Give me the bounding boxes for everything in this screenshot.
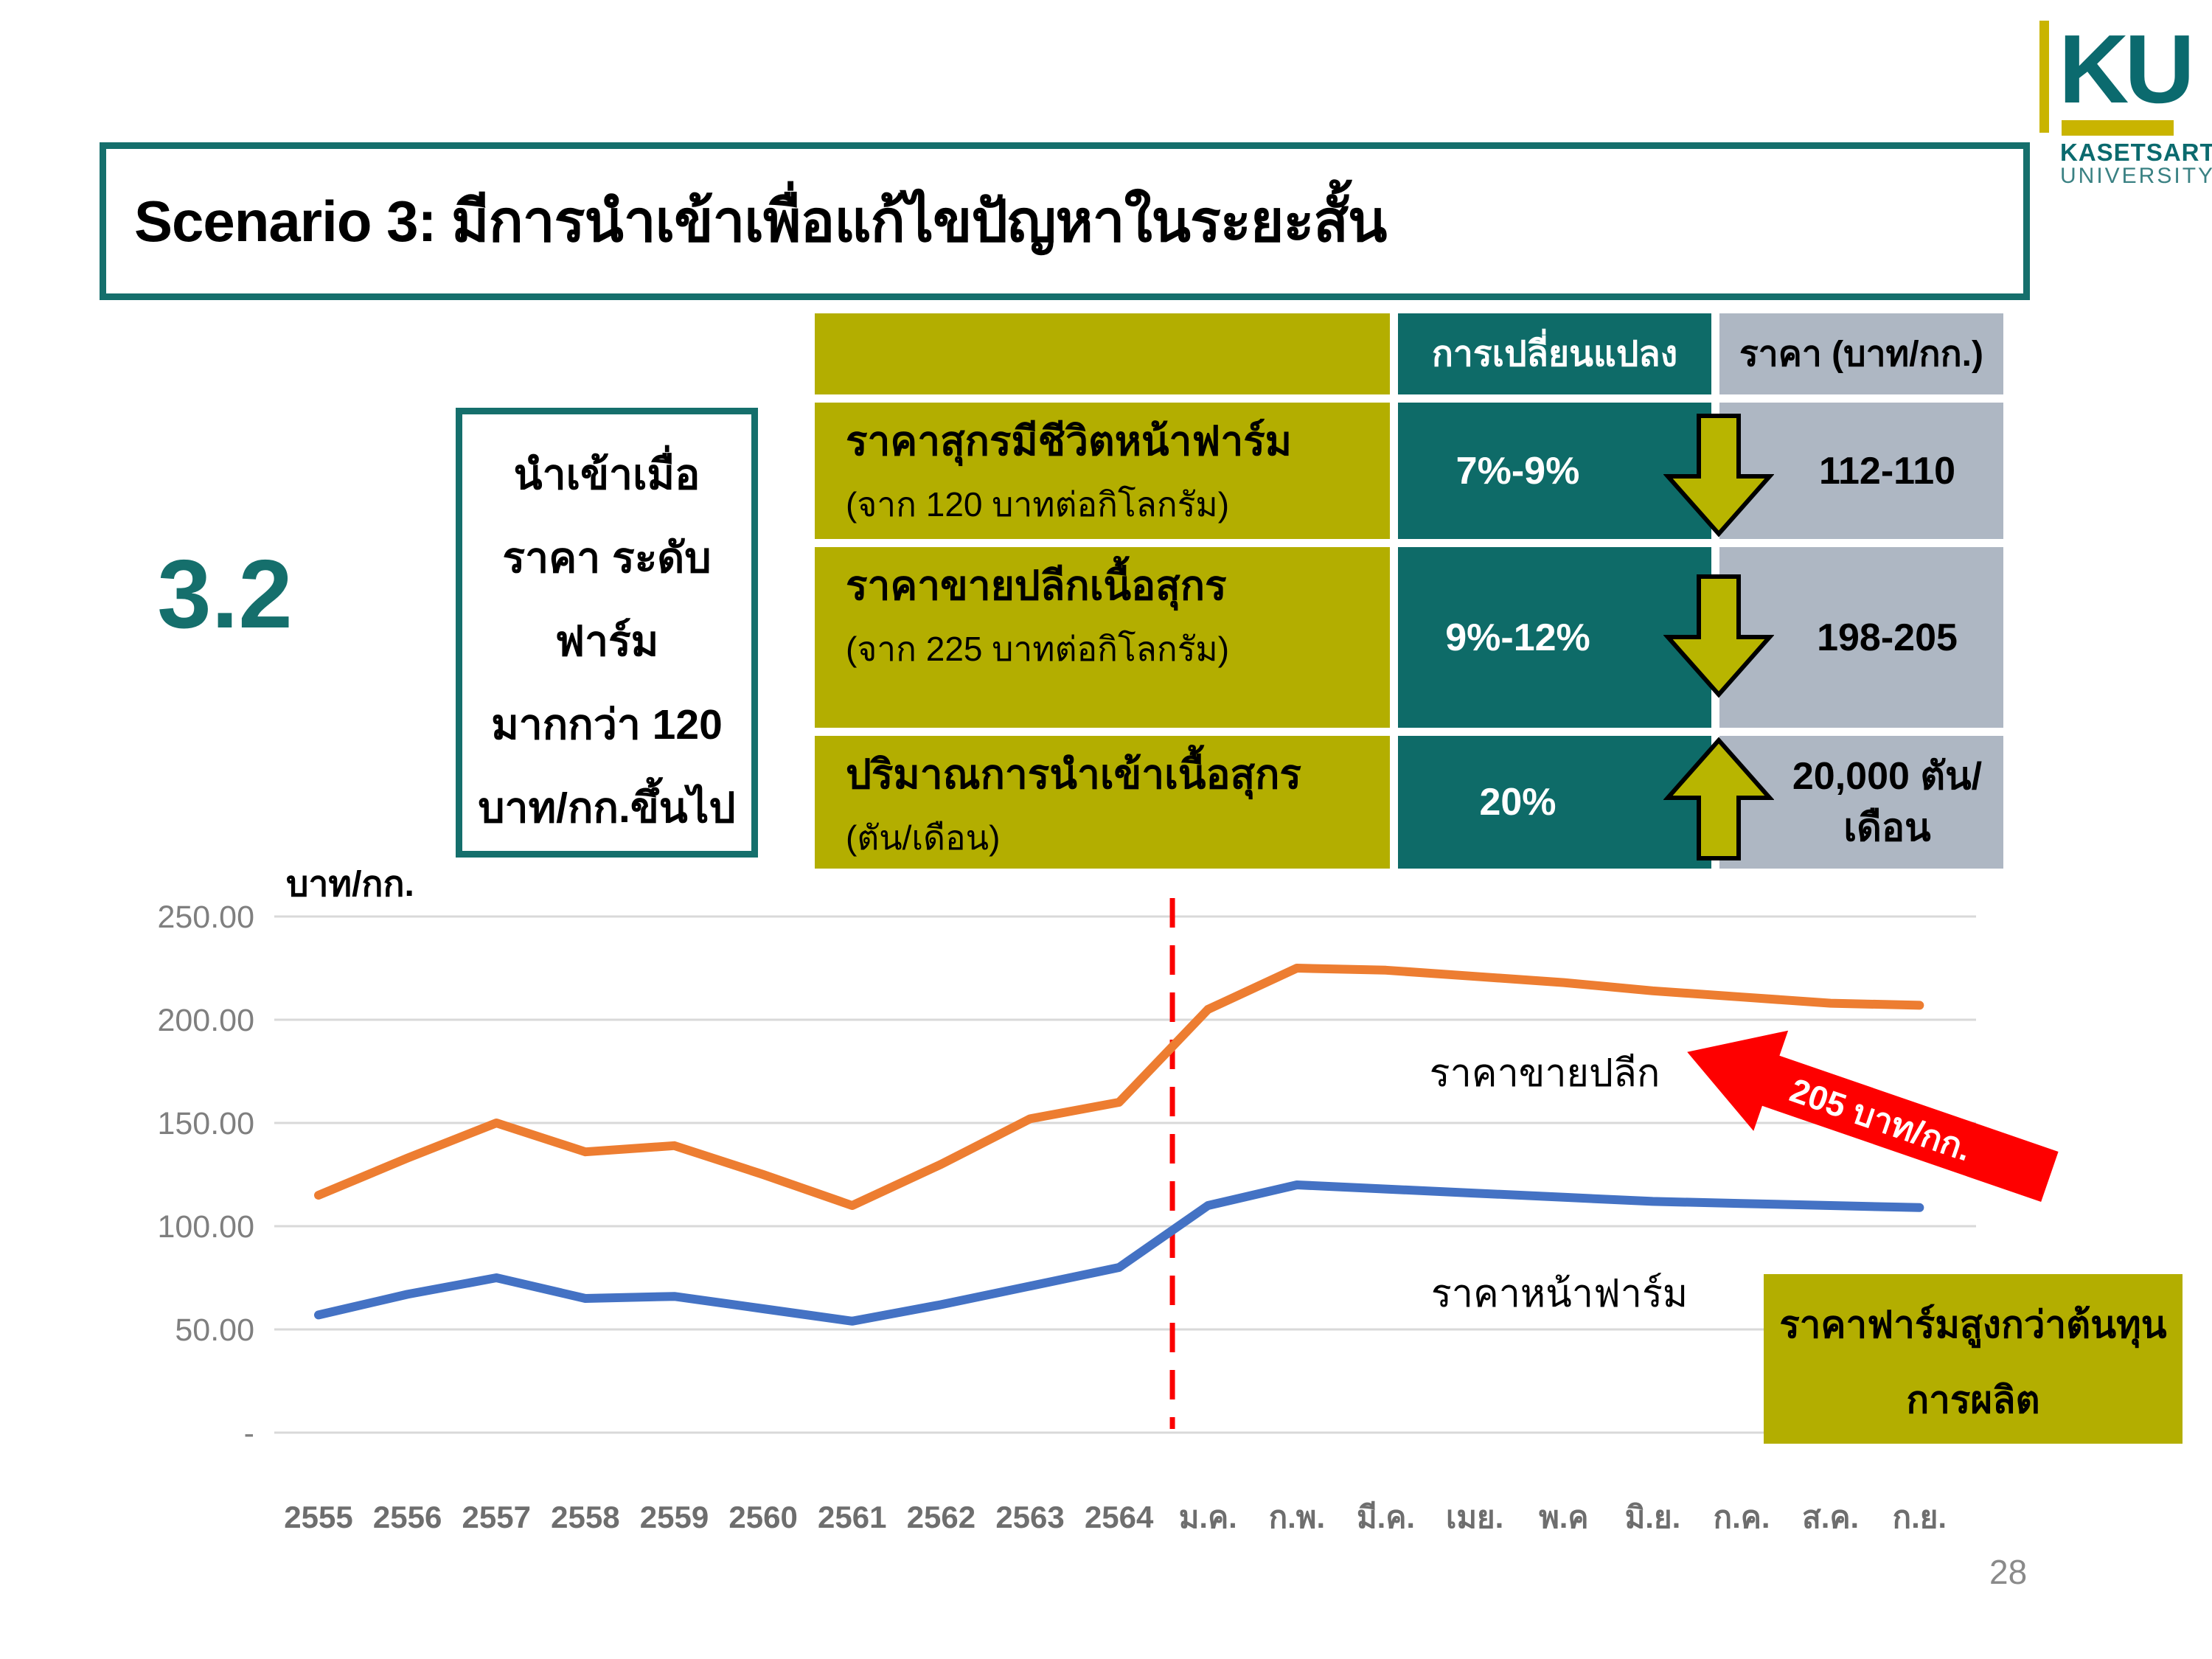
y-axis-tick-label: 200.00 — [157, 1003, 254, 1038]
y-axis-tick-label: 50.00 — [175, 1312, 254, 1348]
table-row-change: 9%-12% — [1398, 547, 1711, 728]
x-axis-tick-label: 2563 — [995, 1500, 1064, 1534]
x-axis-tick-label: 2562 — [907, 1500, 975, 1534]
condition-text: นำเข้าเมื่อ ราคา ระดับ ฟาร์ม มากกว่า 120… — [462, 414, 751, 850]
x-axis-tick-label: 2564 — [1085, 1500, 1154, 1534]
price-annotation-arrow: 205 บาท/กก. — [1687, 1030, 2059, 1203]
x-axis-tick-label: 2561 — [818, 1500, 886, 1534]
title-banner: Scenario 3: มีการนำเข้าเพื่อแก้ไขปัญหาใน… — [100, 142, 2030, 300]
condition-line: ฟาร์ม — [554, 618, 659, 665]
table-row-price: 112-110 — [1719, 403, 2003, 539]
condition-box: นำเข้าเมื่อ ราคา ระดับ ฟาร์ม มากกว่า 120… — [456, 408, 758, 858]
x-axis-tick-label: มิ.ย. — [1625, 1500, 1681, 1534]
table-row-price: 20,000 ตัน/ เดือน — [1719, 736, 2003, 869]
page-number: 28 — [1989, 1553, 2028, 1591]
table-header-price: ราคา (บาท/กก.) — [1719, 313, 2003, 394]
price-chart-svg: 250.00 200.00 150.00 100.00 50.00 - บาท/กก. 255… — [157, 865, 1976, 1534]
ku-logo-university: UNIVERSITY — [2060, 164, 2212, 188]
arrow-down-icon — [1663, 574, 1774, 698]
page-title: Scenario 3: มีการนำเข้าเพื่อแก้ไขปัญหาใน… — [134, 189, 1387, 254]
x-axis-tick-label: เมย. — [1446, 1500, 1503, 1534]
x-axis-tick-label: ก.ค. — [1714, 1500, 1770, 1534]
x-axis-tick-label: มี.ค. — [1357, 1500, 1415, 1534]
y-axis-title: บาท/กก. — [286, 865, 414, 904]
y-axis-tick-label: - — [244, 1416, 254, 1451]
table-row-label: ราคาขายปลีกเนื้อสุกร (จาก 225 บาทต่อกิโล… — [815, 547, 1390, 728]
y-axis-tick-label: 150.00 — [157, 1106, 254, 1141]
x-axis-tick-label: 2556 — [373, 1500, 442, 1534]
table-row-label: ราคาสุกรมีชีวิตหน้าฟาร์ม (จาก 120 บาทต่อ… — [815, 403, 1390, 539]
x-axis-tick-label: ม.ค. — [1179, 1500, 1237, 1534]
x-axis-tick-label: ก.ย. — [1893, 1500, 1947, 1534]
condition-line: มากกว่า 120 — [491, 701, 723, 748]
cost-info-box: ราคาฟาร์มสูงกว่าต้นทุน การผลิต — [1764, 1274, 2183, 1444]
x-axis-tick-label: ก.พ. — [1269, 1500, 1325, 1534]
x-axis-tick-label: ส.ค. — [1802, 1500, 1859, 1534]
ku-logo-monogram: KU — [2059, 15, 2195, 123]
x-axis-tick-label: 2557 — [462, 1500, 531, 1534]
table-header-empty — [815, 313, 1390, 394]
x-axis-tick-label: 2558 — [551, 1500, 619, 1534]
table-row-change: 20% — [1398, 736, 1711, 869]
ku-logo-divider-bar — [2062, 120, 2174, 136]
ku-logo-kasetsart: KASETSART — [2060, 139, 2212, 166]
section-number: 3.2 — [157, 540, 293, 648]
x-axis-tick-label: 2559 — [640, 1500, 709, 1534]
table-row-change: 7%-9% — [1398, 403, 1711, 539]
y-axis-tick-label: 250.00 — [157, 900, 254, 935]
series-line — [314, 964, 1924, 1210]
condition-line: ราคา ระดับ — [502, 535, 712, 582]
ku-logo-vertical-bar — [2039, 21, 2049, 133]
table-header-change: การเปลี่ยนแปลง — [1398, 313, 1711, 394]
condition-line: บาท/กก.ขึ้นไป — [478, 785, 736, 832]
table-row-label: ปริมาณการนำเข้าเนื้อสุกร (ตัน/เดือน) — [815, 736, 1390, 869]
y-axis-tick-label: 100.00 — [157, 1209, 254, 1245]
x-axis-tick-label: 2555 — [284, 1500, 352, 1534]
arrow-down-icon — [1663, 414, 1774, 538]
arrow-up-icon — [1663, 737, 1774, 860]
retail-series-label: ราคาขายปลีก — [1429, 1052, 1660, 1095]
x-axis-tick-label: 2560 — [728, 1500, 797, 1534]
impact-table: การเปลี่ยนแปลง ราคา (บาท/กก.) ราคาสุกรมี… — [815, 313, 2003, 869]
condition-line: นำเข้าเมื่อ — [513, 451, 700, 498]
farm-series-label: ราคาหน้าฟาร์ม — [1430, 1273, 1688, 1315]
series-line — [314, 1180, 1924, 1326]
x-axis-tick-label: พ.ค — [1539, 1500, 1588, 1534]
